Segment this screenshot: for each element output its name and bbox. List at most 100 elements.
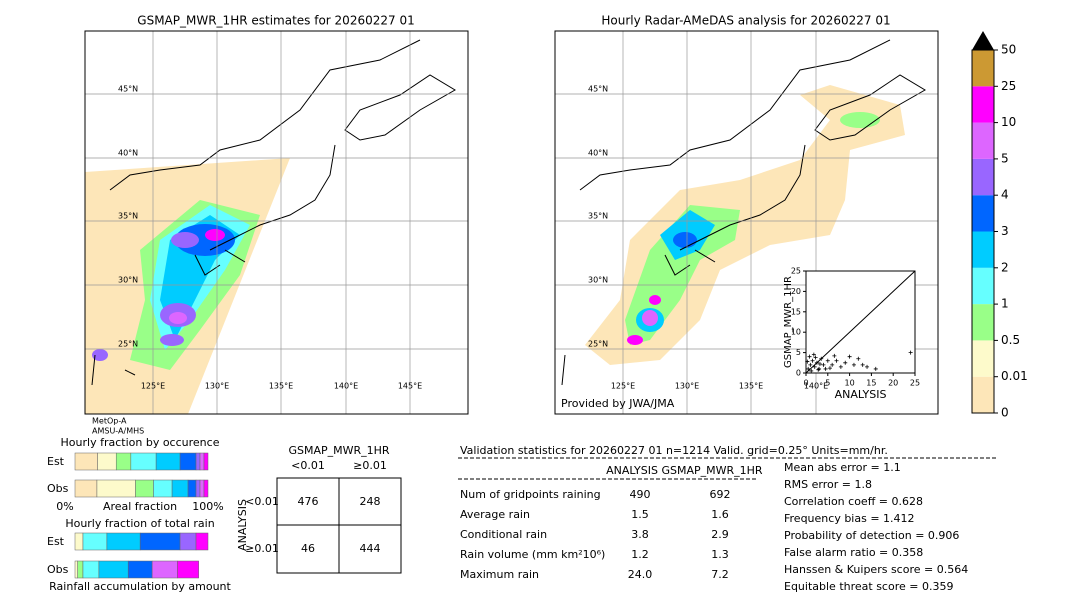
credit: Provided by JWA/JMA [561,397,675,410]
row-header: <0.01 [245,495,279,508]
y-axis-label: GSMAP_MWR_1HR [783,276,794,368]
scatter-point [811,352,816,357]
map-frame [84,30,469,415]
scatter-point [865,364,870,369]
fraction-segment [179,532,197,551]
table-title: GSMAP_MWR_1HR [288,444,389,457]
colorbar-label: 3 [1001,224,1009,238]
fraction-segment [171,479,189,498]
scatter-point [834,358,839,363]
colorbar-label: 1 [1001,297,1009,311]
map-frame [554,30,939,415]
y-tick-label: 0 [796,369,801,378]
table-cell: 248 [360,495,381,508]
fraction-segment [135,479,154,498]
fraction-segment [74,560,78,579]
y-tick-label: 5 [796,348,801,357]
scatter-point [817,366,822,371]
stat-value: 24.0 [628,568,653,581]
fraction-segment [74,479,98,498]
axis-label: 100% [192,500,223,513]
fraction-segment [74,452,98,471]
scatter-point [808,362,813,367]
right-map-art [561,39,926,386]
row-label: Obs [47,563,69,576]
scatter-point [847,354,852,359]
lat-label: 30°N [118,276,138,285]
fraction-segment [98,560,129,579]
colorbar-label: 25 [1001,79,1016,93]
colorbar-segment [972,267,994,305]
fraction-segment [106,532,141,551]
lat-label: 35°N [118,212,138,221]
fraction-segment [127,560,153,579]
scatter-point [832,353,837,358]
stat-value: 1.3 [711,548,729,561]
row-label: Obs [47,482,69,495]
colorbar-label: 2 [1001,260,1009,274]
stat-value: 2.9 [711,528,729,541]
score: Frequency bias = 1.412 [784,512,915,525]
fraction-segment [153,479,173,498]
scatter-point [838,364,843,369]
fraction-segment [139,532,181,551]
scatter-point [821,362,826,367]
lon-label: 130°E [675,382,699,391]
scatter-point [851,362,856,367]
fraction-segment [195,479,201,498]
column-header: GSMAP_MWR_1HR [661,464,762,477]
map-title: Hourly Radar-AMeDAS analysis for 2026022… [601,14,890,28]
fraction-segment [203,452,209,471]
left-map-art [85,31,468,414]
fraction-segment [74,532,84,551]
fraction-segment [77,560,84,579]
fraction-segment [195,532,209,551]
lon-label: 135°E [739,382,763,391]
colorbar-label: 0.01 [1001,369,1028,383]
score: RMS error = 1.8 [784,478,872,491]
scatter-point [816,367,821,372]
fraction-segment [187,479,197,498]
stat-label: Conditional rain [460,528,547,541]
colorbar-segment [972,304,994,341]
lat-label: 25°N [118,340,138,349]
x-tick-label: 25 [910,379,920,388]
stat-value: 692 [710,488,731,501]
column-header: ≥0.01 [353,459,387,472]
scatter-point [812,364,817,369]
lon-label: 130°E [205,382,229,391]
scatter-point [819,356,824,361]
content: GSMAP_MWR_1HR estimates for 20260227 01 4… [47,14,1028,594]
colorbar-segment [972,158,994,196]
stat-value: 1.2 [631,548,649,561]
fraction-segment [96,479,136,498]
stat-label: Maximum rain [460,568,539,581]
colorbar-label: 0.5 [1001,333,1020,347]
scatter-point [873,366,878,371]
axis-label: Areal fraction [103,500,177,513]
fraction-segment [151,560,178,579]
colorbar-segment [972,231,994,268]
x-tick-label: 20 [888,379,898,388]
fraction-segment [97,452,117,471]
lon-label: 145°E [398,382,422,391]
fraction-segment [82,532,108,551]
lat-label: 45°N [588,85,608,94]
scatter-point [813,355,818,360]
scatter-point [817,362,822,367]
row-header: ≥0.01 [245,542,279,555]
map-title: GSMAP_MWR_1HR estimates for 20260227 01 [137,14,414,28]
axis-label: Rainfall accumulation by amount [49,580,231,593]
panel-title: Hourly fraction by occurence [61,436,220,449]
scatter-point [807,354,812,359]
score: Equitable threat score = 0.359 [784,580,953,593]
scatter-point [805,359,810,364]
scatter-point [823,366,828,371]
fraction-segment [199,479,205,498]
axis-label: 0% [56,500,73,513]
fraction-segment [115,452,132,471]
colorbar-segment [972,86,994,123]
x-axis-label: ANALYSIS [835,388,887,401]
colorbar-label: 10 [1001,115,1016,129]
